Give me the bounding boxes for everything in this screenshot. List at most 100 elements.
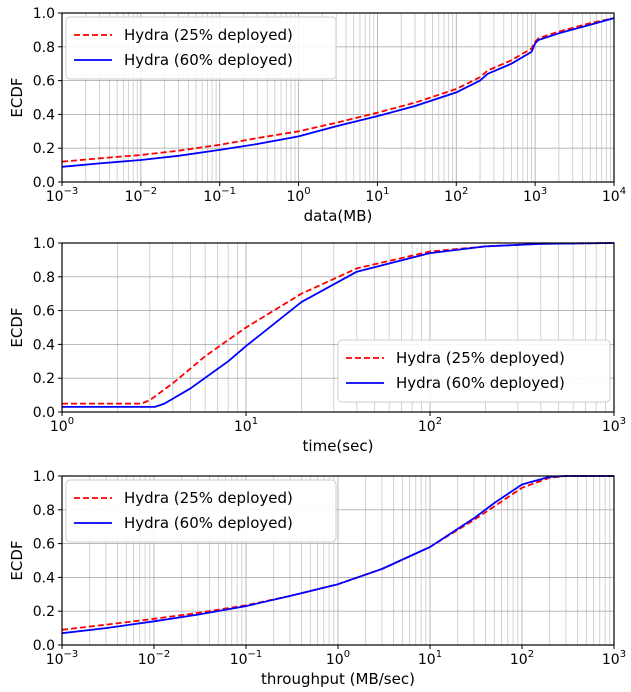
- x-tick-exponent: 3: [620, 649, 626, 660]
- legend-label-1: Hydra (25% deployed): [396, 349, 565, 367]
- x-tick-exponent: −3: [64, 649, 79, 660]
- x-tick-base: 10: [125, 189, 143, 205]
- x-tick-exponent: 1: [383, 186, 389, 197]
- x-tick-label: 100: [50, 416, 74, 435]
- x-axis-label: throughput (MB/sec): [261, 670, 415, 688]
- x-tick-label: 10−3: [46, 649, 79, 668]
- y-tick-label: 0.6: [33, 304, 55, 320]
- legend-label-2: Hydra (60% deployed): [124, 514, 293, 532]
- x-tick-label: 103: [602, 649, 626, 668]
- y-tick-label: 1.0: [33, 236, 55, 252]
- x-tick-base: 10: [46, 189, 64, 205]
- x-tick-label: 102: [444, 186, 468, 205]
- legend-box: [65, 16, 337, 80]
- y-tick-label: 1.0: [33, 6, 55, 22]
- x-tick-base: 10: [602, 189, 620, 205]
- x-tick-exponent: 2: [528, 649, 534, 660]
- y-tick-label: 1.0: [33, 469, 55, 485]
- x-tick-base: 10: [50, 419, 68, 435]
- x-tick-label: 103: [602, 416, 626, 435]
- x-tick-exponent: 1: [436, 649, 442, 660]
- plot-frame: [61, 242, 615, 413]
- x-tick-label: 104: [602, 186, 626, 205]
- legend-label-2: Hydra (60% deployed): [124, 51, 293, 69]
- x-tick-label: 100: [326, 649, 350, 668]
- x-tick-base: 10: [234, 419, 252, 435]
- x-tick-base: 10: [365, 189, 383, 205]
- x-tick-base: 10: [444, 189, 462, 205]
- x-tick-label: 10−1: [203, 186, 236, 205]
- x-tick-exponent: −3: [64, 186, 79, 197]
- x-tick-label: 10−2: [138, 649, 171, 668]
- legend: Hydra (25% deployed) Hydra (60% deployed): [65, 16, 337, 80]
- x-tick-label: 102: [510, 649, 534, 668]
- x-tick-exponent: −1: [248, 649, 263, 660]
- y-axis-label: ECDF: [8, 307, 26, 347]
- y-tick-label: 0.8: [33, 270, 55, 286]
- x-tick-exponent: 2: [462, 186, 468, 197]
- x-tick-base: 10: [326, 652, 344, 668]
- x-tick-label: 10−2: [125, 186, 158, 205]
- series-line-1: [61, 17, 615, 163]
- y-tick-label: 0.4: [33, 337, 55, 353]
- x-tick-label: 102: [418, 416, 442, 435]
- y-tick-label: 0.0: [33, 175, 55, 191]
- x-tick-base: 10: [138, 652, 156, 668]
- x-axis-label: data(MB): [304, 207, 373, 225]
- x-tick-base: 10: [523, 189, 541, 205]
- x-tick-base: 10: [418, 652, 436, 668]
- y-tick-label: 0.4: [33, 107, 55, 123]
- chart-panel-3: 0.00.20.40.60.81.010−3 10−2 10−1 100 101 102 1…: [8, 469, 626, 688]
- x-tick-exponent: 0: [344, 649, 350, 660]
- y-axis-label: ECDF: [8, 77, 26, 117]
- x-tick-label: 10−1: [230, 649, 263, 668]
- x-axis-label: time(sec): [303, 437, 374, 455]
- chart-panel-1: 0.00.20.40.60.81.010−3 10−2 10−1 100 101 102 1…: [8, 6, 626, 225]
- legend-box: [337, 339, 611, 403]
- x-tick-label: 103: [523, 186, 547, 205]
- series-line-2: [62, 242, 615, 408]
- x-tick-exponent: −2: [142, 186, 157, 197]
- y-tick-label: 0.8: [33, 40, 55, 56]
- y-tick-label: 0.8: [33, 503, 55, 519]
- y-tick-label: 0.2: [33, 604, 55, 620]
- x-tick-exponent: 4: [620, 186, 626, 197]
- legend: Hydra (25% deployed) Hydra (60% deployed): [337, 339, 611, 403]
- plot-frame: [61, 12, 615, 183]
- x-tick-base: 10: [286, 189, 304, 205]
- y-tick-label: 0.6: [33, 537, 55, 553]
- x-tick-exponent: 0: [304, 186, 310, 197]
- x-tick-label: 100: [286, 186, 310, 205]
- x-tick-label: 10−3: [46, 186, 79, 205]
- legend-label-1: Hydra (25% deployed): [124, 489, 293, 507]
- y-tick-label: 0.6: [33, 74, 55, 90]
- y-tick-label: 0.4: [33, 570, 55, 586]
- legend-label-2: Hydra (60% deployed): [396, 374, 565, 392]
- x-tick-label: 101: [234, 416, 258, 435]
- series-line-1: [62, 242, 615, 405]
- x-tick-label: 101: [418, 649, 442, 668]
- legend: Hydra (25% deployed) Hydra (60% deployed): [65, 479, 337, 543]
- x-tick-exponent: 0: [68, 416, 74, 427]
- x-tick-base: 10: [510, 652, 528, 668]
- legend-box: [65, 479, 337, 543]
- series-line-2: [61, 475, 614, 635]
- x-tick-base: 10: [602, 652, 620, 668]
- x-tick-exponent: 3: [541, 186, 547, 197]
- legend-label-1: Hydra (25% deployed): [124, 26, 293, 44]
- series-line-2: [61, 17, 615, 168]
- x-tick-exponent: −1: [221, 186, 236, 197]
- y-tick-label: 0.0: [33, 638, 55, 654]
- x-tick-base: 10: [46, 652, 64, 668]
- x-tick-base: 10: [602, 419, 620, 435]
- x-tick-exponent: −2: [156, 649, 171, 660]
- x-tick-label: 101: [365, 186, 389, 205]
- x-tick-exponent: 2: [436, 416, 442, 427]
- y-axis-label: ECDF: [8, 540, 26, 580]
- y-tick-label: 0.0: [33, 405, 55, 421]
- x-tick-base: 10: [418, 419, 436, 435]
- x-tick-exponent: 1: [252, 416, 258, 427]
- y-tick-label: 0.2: [33, 141, 55, 157]
